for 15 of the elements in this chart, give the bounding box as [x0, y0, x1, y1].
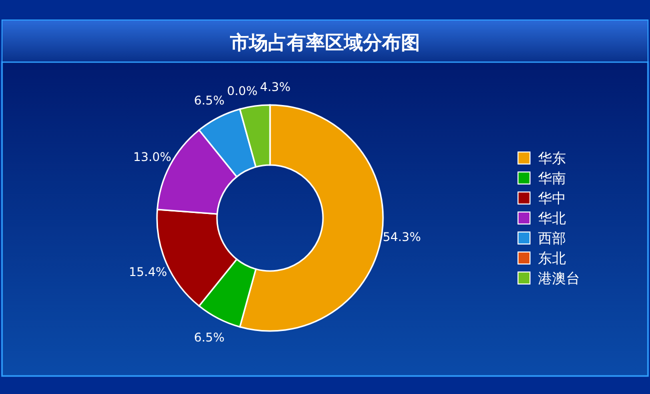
legend-label: 西部: [538, 231, 566, 247]
legend-label: 华东: [538, 151, 566, 167]
data-label: 54.3%: [382, 230, 421, 244]
legend-label: 东北: [538, 251, 566, 267]
legend-label: 华北: [538, 211, 566, 227]
data-label: 15.4%: [128, 264, 167, 279]
data-label: 4.3%: [260, 80, 290, 94]
text: 0.0%: [226, 84, 258, 98]
legend-label: 港澳台: [538, 271, 580, 287]
chart-title: 市场占有率区域分布图: [229, 32, 420, 54]
data-label: 6.5%: [194, 94, 224, 108]
legend-label: 华南: [538, 171, 566, 187]
legend-label: 华中: [538, 191, 566, 207]
data-label: 13.0%: [133, 150, 172, 164]
data-label: 6.5%: [194, 330, 224, 344]
